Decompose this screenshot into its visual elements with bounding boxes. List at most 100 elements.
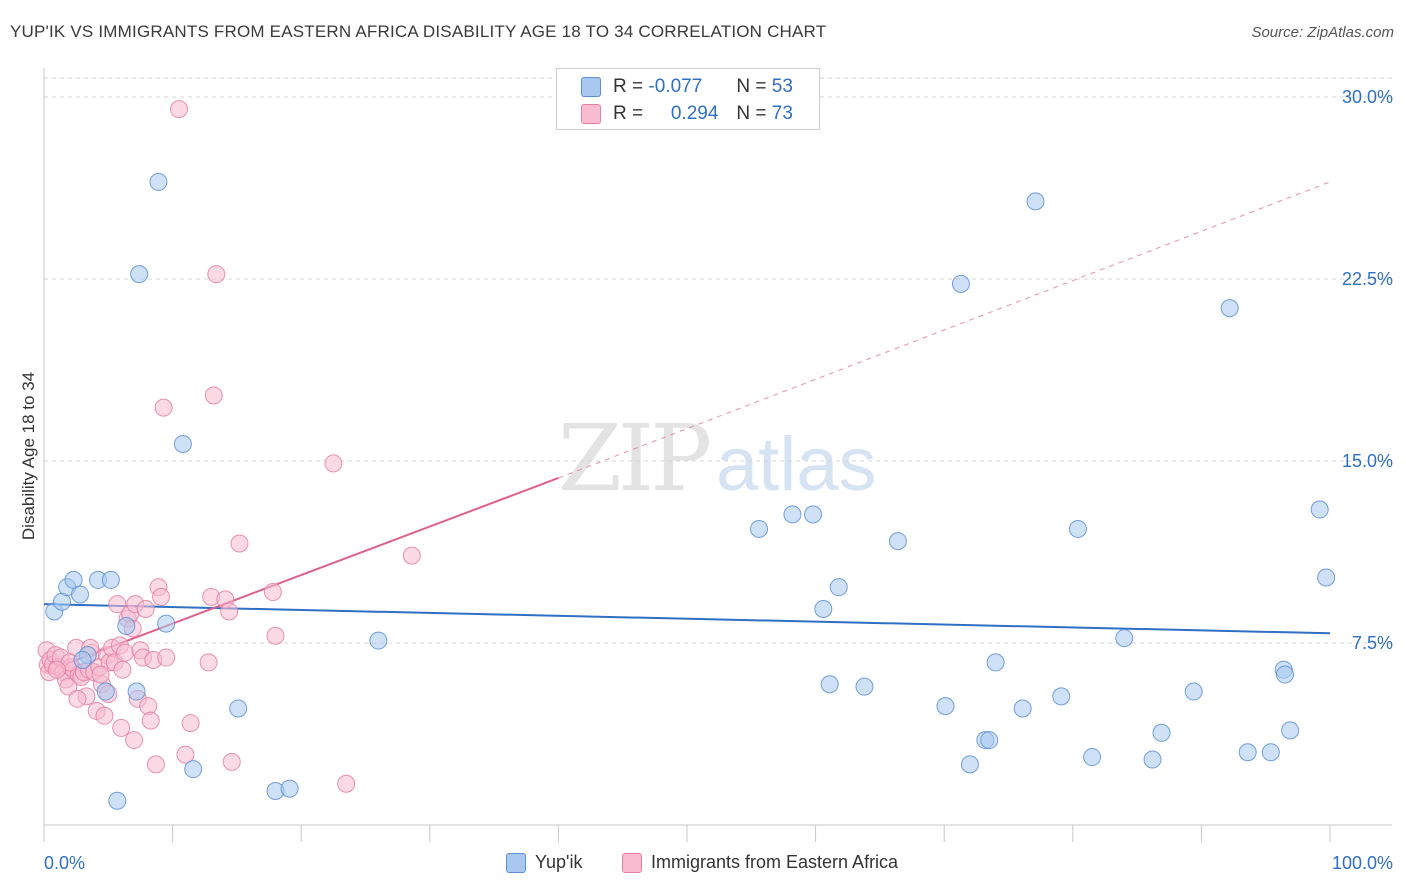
legend-label-yupik: Yup'ik (535, 852, 583, 872)
legend-row-yupik: R = -0.077 N = 53 (581, 74, 793, 100)
point-immigrants (154, 398, 173, 417)
point-immigrants (157, 648, 176, 667)
point-yupik (814, 600, 833, 619)
point-immigrants (199, 653, 218, 672)
watermark-zip: ZIP (558, 405, 709, 512)
point-yupik (229, 699, 248, 718)
legend-n-label: N = (736, 76, 767, 97)
point-yupik (1052, 687, 1071, 706)
point-immigrants (176, 745, 195, 764)
point-yupik (1083, 748, 1102, 767)
point-yupik (783, 505, 802, 524)
point-yupik (101, 570, 120, 589)
point-yupik (960, 755, 979, 774)
legend-n-label: N = (736, 103, 767, 124)
point-immigrants (59, 677, 78, 696)
point-immigrants (402, 546, 421, 565)
point-immigrants (116, 643, 135, 662)
x-tick-label: 0.0% (44, 853, 85, 873)
point-yupik (1261, 743, 1280, 762)
point-yupik (73, 650, 92, 669)
point-yupik (986, 653, 1005, 672)
axes (43, 68, 1392, 826)
point-yupik (1184, 682, 1203, 701)
point-yupik (117, 617, 136, 636)
point-immigrants (207, 265, 226, 284)
point-immigrants (136, 600, 155, 619)
point-yupik (855, 677, 874, 696)
point-immigrants (222, 752, 241, 771)
series-yupik-points (45, 172, 1336, 810)
point-yupik (1143, 750, 1162, 769)
point-immigrants (112, 718, 131, 737)
point-yupik (1275, 665, 1294, 684)
point-yupik (1152, 723, 1171, 742)
y-tick-label: 30.0% (1342, 87, 1393, 107)
x-tick-labels: 0.0% 100.0% (44, 853, 1393, 873)
point-yupik (750, 519, 769, 538)
trend-line-immigrants (43, 477, 559, 674)
point-yupik (1238, 743, 1257, 762)
legend-item-immigrants[interactable]: Immigrants from Eastern Africa (622, 852, 898, 873)
legend-r-label: R = (613, 103, 644, 124)
point-immigrants (95, 706, 114, 725)
chart-title: YUP'IK VS IMMIGRANTS FROM EASTERN AFRICA… (10, 22, 827, 41)
point-yupik (149, 172, 168, 191)
legend-item-yupik[interactable]: Yup'ik (506, 852, 582, 873)
y-tick-label: 7.5% (1352, 633, 1393, 653)
point-yupik (369, 631, 388, 650)
trend-lines (43, 181, 1331, 674)
point-yupik (1220, 299, 1239, 318)
point-yupik (951, 274, 970, 293)
point-immigrants (181, 714, 200, 733)
point-yupik (1317, 568, 1336, 587)
y-tick-label: 15.0% (1342, 451, 1393, 471)
point-immigrants (324, 454, 343, 473)
legend-row-immigrants: R = 0.294 N = 73 (581, 101, 793, 127)
source-credit: Source: ZipAtlas.com (1251, 24, 1394, 41)
series-immigrants-points (37, 100, 421, 793)
point-yupik (173, 435, 192, 454)
point-immigrants (68, 689, 87, 708)
gridlines (44, 77, 1392, 644)
legend-swatch-blue (581, 77, 601, 97)
point-yupik (280, 779, 299, 798)
point-immigrants (91, 665, 110, 684)
point-yupik (888, 532, 907, 551)
point-immigrants (141, 711, 160, 730)
point-yupik (936, 697, 955, 716)
point-immigrants (337, 774, 356, 793)
point-yupik (1026, 192, 1045, 211)
point-yupik (1068, 519, 1087, 538)
legend-r-value: 0.294 (670, 103, 719, 124)
point-yupik (96, 682, 115, 701)
point-immigrants (170, 100, 189, 119)
point-immigrants (113, 660, 132, 679)
legend-swatch-blue (506, 852, 526, 873)
trend-line-yupik (43, 603, 1331, 635)
point-yupik (1281, 721, 1300, 740)
legend-r-value: -0.077 (648, 76, 703, 97)
point-immigrants (125, 731, 144, 750)
point-immigrants (266, 626, 285, 645)
point-immigrants (204, 386, 223, 405)
y-axis-label: Disability Age 18 to 34 (19, 372, 38, 540)
point-immigrants (220, 602, 239, 621)
y-tick-labels: 7.5% 15.0% 22.5% 30.0% (1342, 87, 1393, 653)
point-yupik (980, 731, 999, 750)
point-yupik (127, 682, 146, 701)
legend-n-value: 73 (771, 103, 793, 124)
point-immigrants (47, 660, 66, 679)
point-yupik (184, 760, 203, 779)
point-immigrants (146, 755, 165, 774)
legend-swatch-pink (622, 852, 642, 873)
x-ticks (43, 825, 1331, 842)
point-yupik (71, 585, 90, 604)
x-tick-label: 100.0% (1332, 853, 1393, 873)
point-immigrants (263, 583, 282, 602)
point-yupik (1115, 629, 1134, 648)
legend-label-immigrants: Immigrants from Eastern Africa (651, 852, 899, 872)
point-yupik (804, 505, 823, 524)
watermark-atlas: atlas (716, 422, 877, 507)
